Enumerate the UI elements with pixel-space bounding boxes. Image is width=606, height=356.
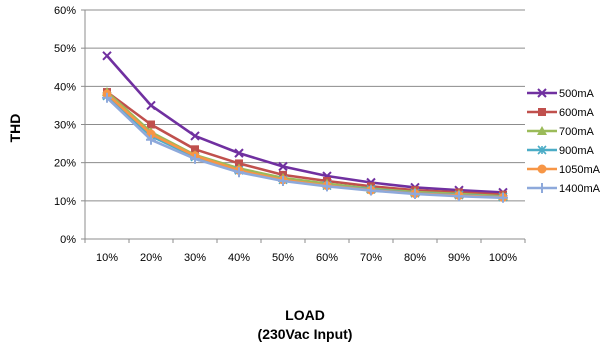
data-point [190, 131, 200, 141]
data-point [537, 126, 547, 135]
x-tick-labels: 10% 20% 30% 40% 50% 60% 70% 80% 90% 100% [96, 252, 517, 264]
legend-entry: 900mA [527, 145, 595, 157]
y-tick-label: 30% [54, 120, 76, 132]
x-tick-label: 40% [228, 252, 250, 264]
legend-entry: 1050mA [527, 164, 601, 176]
x-tick-label: 90% [448, 252, 470, 264]
legend-label: 600mA [559, 107, 595, 119]
data-point [537, 88, 547, 98]
data-point [102, 51, 112, 61]
y-tick-label: 40% [54, 81, 76, 93]
data-point [278, 175, 288, 186]
x-tick-label: 100% [489, 252, 517, 264]
gridlines [85, 9, 525, 202]
x-tick-label: 30% [184, 252, 206, 264]
data-point [498, 192, 508, 203]
legend-entry: 500mA [527, 88, 595, 100]
data-point [146, 134, 156, 145]
legend-label: 1050mA [559, 164, 601, 176]
y-tick-label: 20% [54, 158, 76, 170]
data-point [322, 181, 332, 192]
legend-entry: 600mA [527, 107, 595, 119]
series-line [106, 91, 504, 197]
data-point [454, 191, 464, 202]
data-point [537, 164, 547, 174]
y-tick-label: 0% [60, 234, 76, 246]
data-point [537, 145, 547, 155]
data-point [146, 100, 156, 111]
data-point [410, 188, 420, 199]
legend-label: 1400mA [559, 183, 601, 195]
y-tick-label: 10% [54, 196, 76, 208]
series-line [106, 54, 504, 194]
legend-entry: 1400mA [527, 183, 601, 195]
legend-label: 900mA [559, 145, 595, 157]
data-point [102, 92, 112, 103]
x-tick-label: 80% [404, 252, 426, 264]
data-point [191, 145, 199, 154]
y-axis-title: THD [7, 114, 23, 143]
x-tick-label: 70% [360, 252, 382, 264]
legend-entry: 700mA [527, 126, 595, 138]
x-tick-label: 60% [316, 252, 338, 264]
data-point [147, 120, 155, 129]
data-point [366, 185, 376, 196]
x-axis-title-line2: (230Vac Input) [258, 326, 353, 342]
x-tick-label: 20% [140, 252, 162, 264]
y-tick-label: 50% [54, 43, 76, 55]
data-point [190, 153, 200, 164]
axes [81, 9, 526, 243]
data-point [538, 108, 546, 116]
series-1400mA [102, 92, 508, 203]
x-tick-label: 50% [272, 252, 294, 264]
data-point [234, 167, 244, 178]
y-tick-labels: 0% 10% 20% 30% 40% 50% 60% [54, 5, 76, 246]
data-point [234, 148, 244, 158]
series-lines [102, 51, 508, 203]
x-axis-title-line1: LOAD [285, 307, 325, 323]
y-tick-label: 60% [54, 5, 76, 17]
data-point [537, 183, 547, 193]
legend-label: 500mA [559, 88, 595, 100]
data-point [278, 161, 288, 172]
legend: 500mA 600mA 700mA 900mA 1050mA 1400mA [527, 88, 601, 195]
legend-label: 700mA [559, 126, 595, 138]
x-tick-label: 10% [96, 252, 118, 264]
series-line [106, 96, 504, 200]
